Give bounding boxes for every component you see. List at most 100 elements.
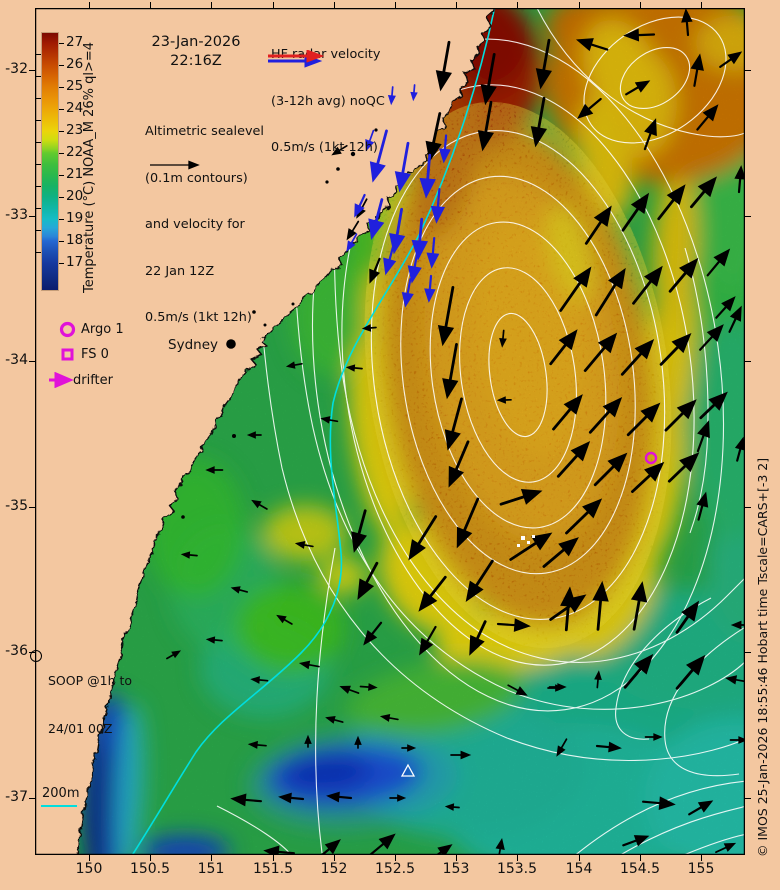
velocity-arrow — [426, 237, 440, 269]
colorbar-tick-label: 27 — [66, 34, 84, 50]
x-axis-tick — [640, 855, 641, 861]
x-axis-tick-label: 154 — [565, 861, 593, 877]
velocity-arrow — [180, 551, 198, 559]
x-axis-tick — [334, 2, 335, 8]
x-axis-tick-label: 151.5 — [252, 861, 294, 877]
velocity-arrow — [418, 575, 447, 612]
velocity-arrow — [276, 614, 293, 625]
y-axis-tick — [745, 70, 751, 71]
velocity-arrow — [593, 452, 628, 487]
velocity-arrow — [365, 129, 375, 152]
y-axis-tick-label: -35 — [5, 498, 28, 514]
velocity-arrow — [734, 165, 745, 194]
velocity-arrow — [631, 461, 665, 493]
velocity-arrow — [345, 364, 363, 372]
velocity-arrow — [592, 580, 609, 631]
velocity-arrow — [456, 497, 480, 549]
x-axis-tick — [334, 855, 335, 861]
velocity-arrow — [407, 248, 422, 284]
velocity-arrow — [435, 844, 453, 855]
velocity-arrow — [595, 741, 622, 753]
x-axis-tick-label: 153 — [442, 861, 470, 877]
velocity-arrow — [465, 559, 494, 603]
y-axis-tick — [745, 798, 751, 799]
drifter-legend-label: drifter — [73, 373, 113, 388]
altimetric-note-line: 0.5m/s (1kt 12h) — [145, 310, 252, 325]
velocity-arrow — [230, 793, 262, 807]
velocity-arrow — [664, 399, 697, 432]
colorbar-gradient — [41, 32, 59, 291]
x-axis-tick — [211, 855, 212, 861]
colorbar-minor-tick — [36, 186, 41, 187]
velocity-arrow — [246, 431, 262, 439]
velocity-arrow — [632, 265, 663, 305]
y-axis-tick-label: -37 — [5, 789, 28, 805]
fs-legend-label: FS 0 — [81, 347, 109, 362]
velocity-arrow — [450, 750, 472, 760]
velocity-arrow — [556, 738, 568, 757]
x-axis-tick-label: 154.5 — [619, 861, 661, 877]
velocity-arrow — [565, 498, 603, 535]
velocity-arrow — [499, 329, 507, 348]
colorbar-tick-label: 25 — [66, 78, 84, 94]
velocity-arrow — [444, 803, 460, 811]
colorbar-tick — [59, 65, 64, 66]
velocity-arrow — [659, 332, 692, 366]
colorbar-minor-tick — [36, 98, 41, 99]
velocity-arrow — [205, 466, 224, 474]
x-axis-tick — [579, 2, 580, 8]
velocity-arrow — [642, 796, 676, 810]
argo-legend-icon — [59, 321, 76, 338]
velocity-arrow — [354, 735, 362, 749]
velocity-arrow — [425, 112, 442, 163]
velocity-arrow — [530, 96, 547, 148]
velocity-arrow — [419, 153, 436, 199]
velocity-arrow — [424, 274, 436, 303]
altimetric-note: Altimetric sealevel (0.1m contours) and … — [145, 93, 264, 357]
y-axis-tick-label: -32 — [5, 61, 28, 77]
velocity-arrow — [690, 176, 717, 209]
velocity-arrow — [469, 620, 487, 656]
velocity-arrow — [411, 217, 429, 261]
velocity-arrow — [357, 561, 379, 601]
y-axis-tick — [29, 70, 35, 71]
colorbar-minor-tick — [36, 230, 41, 231]
velocity-arrow — [354, 193, 366, 218]
colorbar-minor-tick — [36, 120, 41, 121]
x-axis-tick — [89, 855, 90, 861]
velocity-arrow — [401, 744, 417, 752]
y-axis-tick — [745, 652, 751, 653]
velocity-arrow — [369, 129, 388, 183]
copyright-text: © IMOS 25-Jan-2026 18:55:46 Hobart time … — [755, 457, 770, 857]
velocity-arrow — [728, 305, 742, 333]
velocity-arrow — [644, 733, 663, 741]
velocity-arrow — [734, 436, 745, 462]
date-text: 23-Jan-2026 — [151, 34, 241, 50]
map-frame — [35, 8, 745, 855]
argo-float-marker — [644, 451, 658, 465]
velocity-arrow — [623, 28, 656, 42]
soop-marker-icon — [30, 650, 42, 662]
colorbar-label: Temperature (°C) NOAA_M 26% ql>=4 — [82, 41, 97, 293]
soop-note-line: SOOP @1h to — [48, 673, 133, 688]
velocity-arrow — [320, 416, 339, 424]
x-axis-tick — [579, 855, 580, 861]
velocity-arrow — [325, 716, 344, 724]
colorbar-tick — [59, 197, 64, 198]
y-axis-tick-label: -33 — [5, 207, 28, 223]
velocity-arrow — [304, 734, 312, 748]
colorbar-minor-tick — [36, 54, 41, 55]
velocity-arrow — [594, 267, 626, 317]
velocity-arrow — [575, 38, 609, 52]
velocity-arrow — [560, 586, 577, 632]
y-axis-tick — [29, 652, 35, 653]
x-axis-tick-label: 153.5 — [496, 861, 538, 877]
velocity-arrow — [166, 650, 182, 660]
x-axis-tick — [517, 855, 518, 861]
islands — [181, 128, 378, 519]
land — [35, 8, 496, 855]
velocity-arrow — [688, 800, 714, 816]
velocity-arrow — [387, 86, 396, 106]
velocity-arrow — [250, 676, 269, 684]
velocity-arrow — [630, 581, 648, 631]
